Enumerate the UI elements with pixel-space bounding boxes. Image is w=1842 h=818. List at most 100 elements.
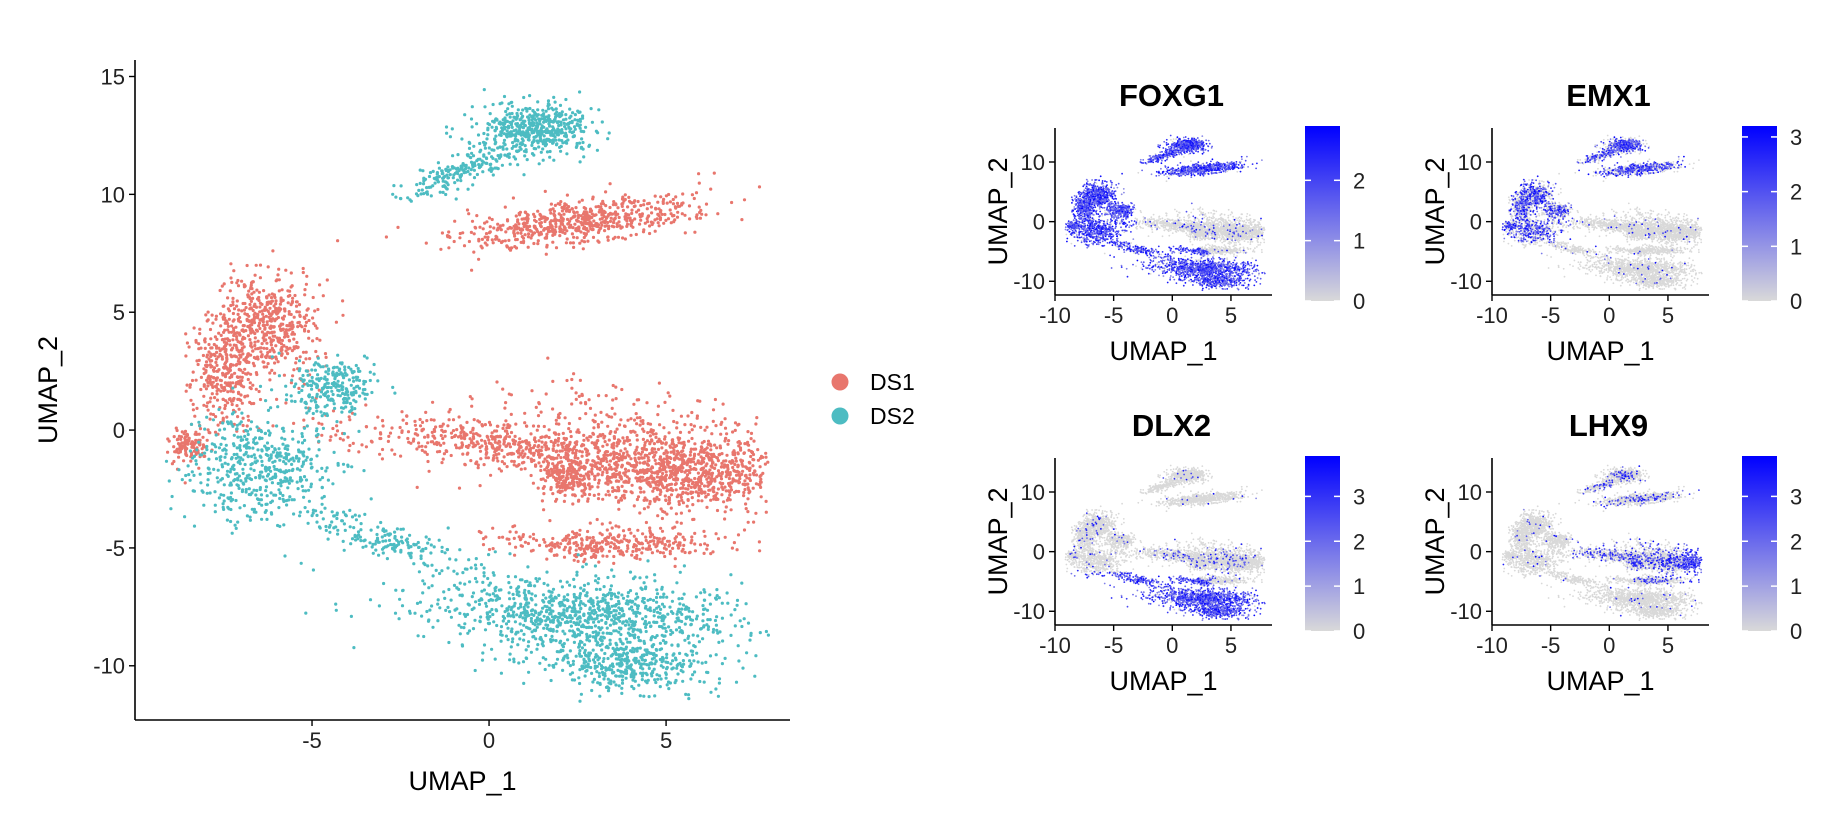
data-point <box>485 232 488 235</box>
data-point <box>617 508 620 511</box>
data-point <box>201 436 204 439</box>
data-point <box>226 322 229 325</box>
data-point <box>524 107 527 110</box>
data-point <box>668 499 671 502</box>
data-point <box>239 462 242 465</box>
data-point <box>682 548 685 551</box>
data-point <box>621 226 624 229</box>
data-point <box>653 536 656 539</box>
data-point <box>636 446 639 449</box>
data-point <box>653 442 656 445</box>
data-point <box>537 145 540 148</box>
data-point <box>530 236 533 239</box>
data-point <box>202 404 205 407</box>
data-point <box>667 545 670 548</box>
data-point <box>302 419 305 422</box>
data-point <box>580 537 583 540</box>
data-point <box>193 443 196 446</box>
data-point <box>728 494 731 497</box>
data-point <box>572 226 575 229</box>
data-point <box>629 430 632 433</box>
data-point <box>552 449 555 452</box>
data-point <box>540 449 543 452</box>
data-point <box>453 240 456 243</box>
data-point <box>471 220 474 223</box>
data-point <box>481 238 484 241</box>
data-point <box>549 209 552 212</box>
data-point <box>530 474 533 477</box>
data-point <box>535 114 538 117</box>
data-point <box>484 142 487 145</box>
data-point <box>360 443 363 446</box>
data-point <box>195 341 198 344</box>
data-point <box>641 532 644 535</box>
data-point <box>428 175 431 178</box>
data-point <box>522 173 525 176</box>
data-point <box>410 200 413 203</box>
data-point <box>473 176 476 179</box>
data-point <box>760 495 763 498</box>
data-point <box>663 555 666 558</box>
data-point <box>583 485 586 488</box>
data-point <box>716 456 719 459</box>
data-point <box>539 469 542 472</box>
data-point <box>486 128 489 131</box>
data-point <box>452 429 455 432</box>
data-point <box>185 454 188 457</box>
data-point <box>184 354 187 357</box>
data-point <box>711 487 714 490</box>
data-point <box>507 538 510 541</box>
data-point <box>250 346 253 349</box>
data-point <box>509 163 512 166</box>
data-point <box>307 319 310 322</box>
data-point <box>219 324 222 327</box>
data-point <box>557 444 560 447</box>
data-point <box>534 147 537 150</box>
data-point <box>688 204 691 207</box>
data-point <box>541 499 544 502</box>
data-point <box>370 391 373 394</box>
data-point <box>270 388 273 391</box>
data-point <box>592 196 595 199</box>
data-point <box>545 253 548 256</box>
data-point <box>273 293 276 296</box>
data-point <box>577 227 580 230</box>
data-point <box>682 480 685 483</box>
data-point <box>262 289 265 292</box>
data-point <box>530 131 533 134</box>
data-point <box>612 221 615 224</box>
data-point <box>321 387 324 390</box>
data-point <box>216 399 219 402</box>
data-point <box>285 393 288 396</box>
data-point <box>570 378 573 381</box>
data-point <box>636 498 639 501</box>
data-point <box>213 366 216 369</box>
data-point <box>254 274 257 277</box>
data-point <box>528 121 531 124</box>
data-point <box>678 541 681 544</box>
data-point <box>654 498 657 501</box>
data-point <box>209 355 212 358</box>
data-point <box>542 159 545 162</box>
data-point <box>540 446 543 449</box>
data-point <box>436 171 439 174</box>
data-point <box>567 209 570 212</box>
data-point <box>390 448 393 451</box>
data-point <box>459 176 462 179</box>
data-point <box>677 436 680 439</box>
data-point <box>239 350 242 353</box>
data-point <box>474 226 477 229</box>
data-point <box>303 317 306 320</box>
data-point <box>451 167 454 170</box>
data-point <box>643 199 646 202</box>
data-point <box>592 219 595 222</box>
data-point <box>456 179 459 182</box>
data-point <box>668 483 671 486</box>
data-point <box>741 470 744 473</box>
data-point <box>263 339 266 342</box>
data-point <box>508 393 511 396</box>
data-point <box>610 217 613 220</box>
data-point <box>601 541 604 544</box>
data-point <box>221 347 224 350</box>
data-point <box>486 122 489 125</box>
